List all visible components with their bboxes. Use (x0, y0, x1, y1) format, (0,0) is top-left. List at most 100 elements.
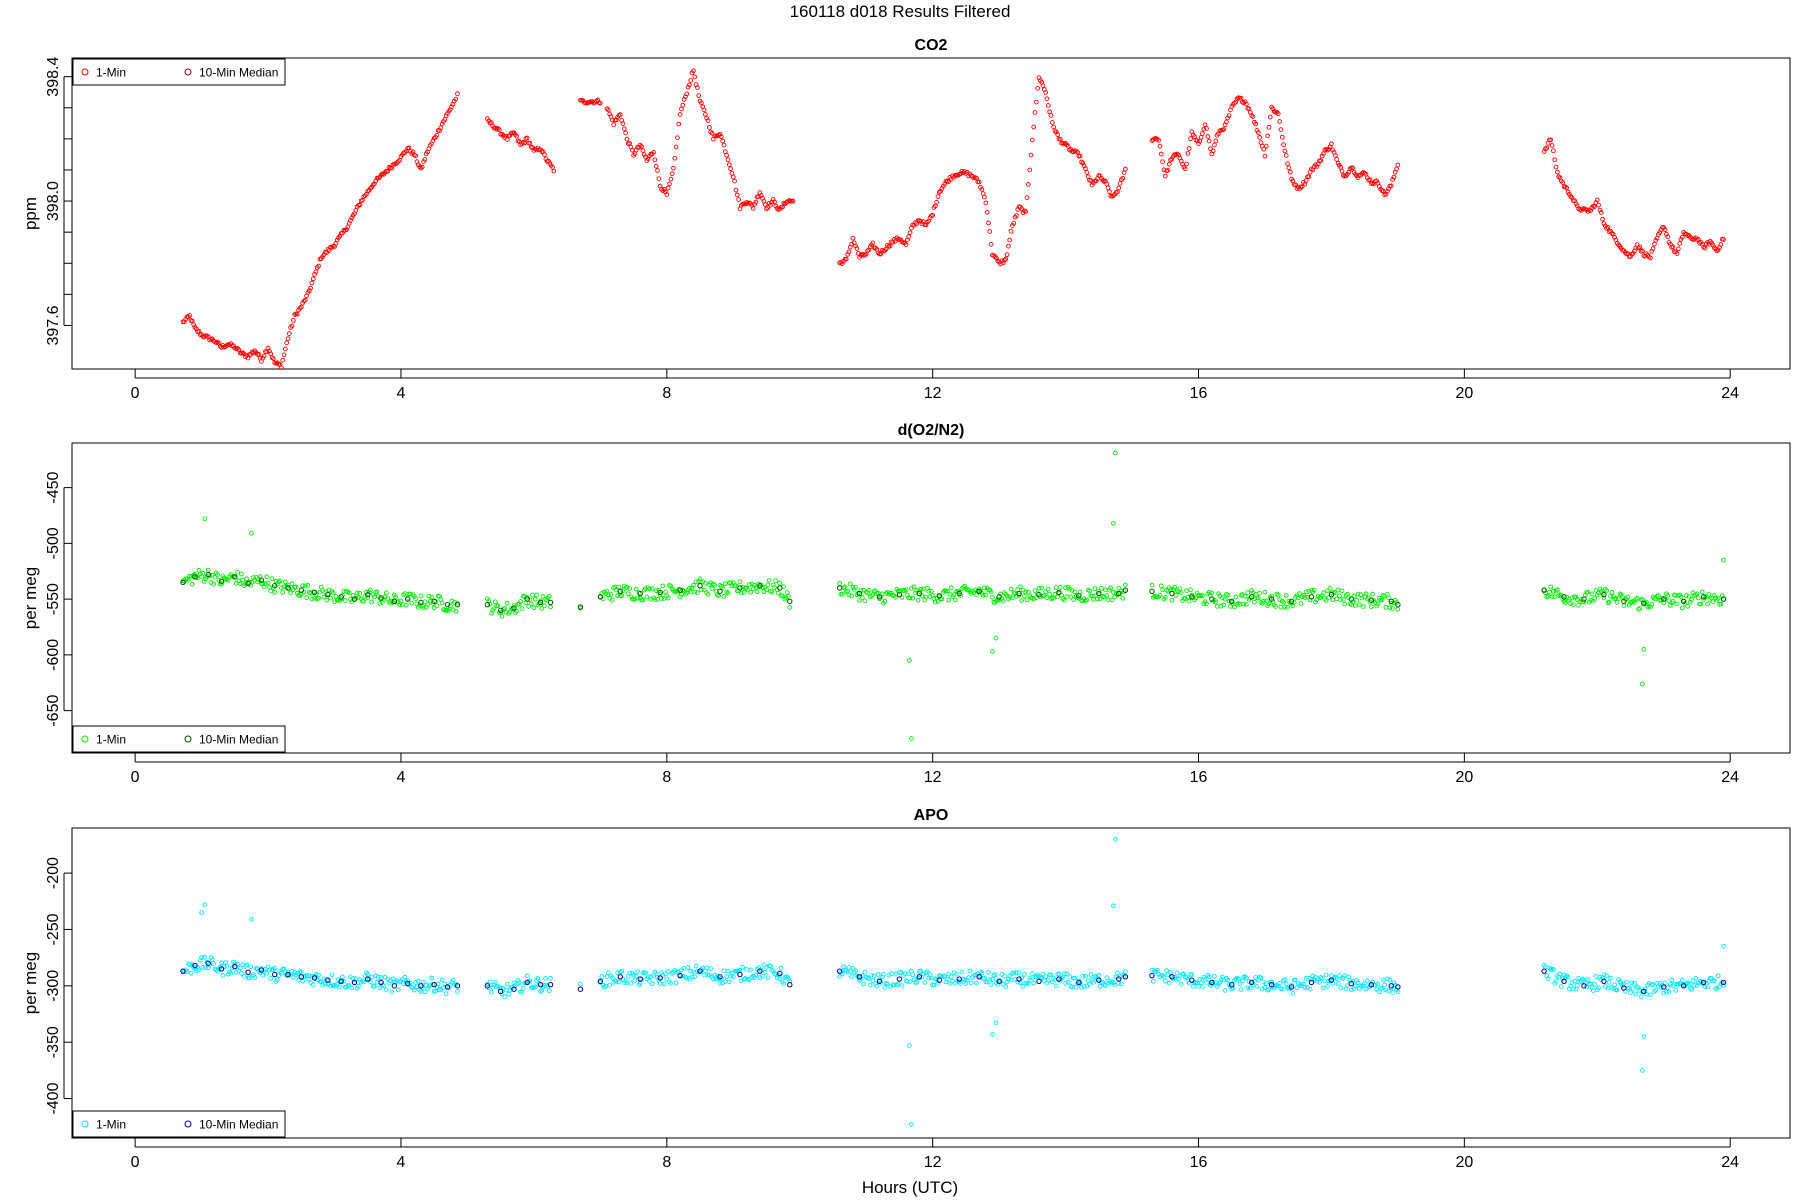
data-point (1039, 975, 1045, 981)
data-point (337, 984, 343, 990)
data-point (1209, 590, 1215, 596)
data-point (1711, 593, 1717, 598)
data-point (758, 967, 764, 973)
data-point (1572, 978, 1578, 984)
data-point (1018, 584, 1023, 590)
median-point (996, 594, 1002, 600)
legend-marker (81, 1120, 89, 1128)
outlier-point (202, 516, 208, 522)
data-point (1679, 977, 1685, 983)
data-point (1015, 979, 1021, 985)
data-point (255, 579, 260, 585)
data-point (240, 577, 246, 583)
data-point (1095, 596, 1100, 602)
median-point (657, 589, 663, 596)
median-point (1308, 594, 1315, 600)
data-point (302, 297, 308, 303)
data-point (526, 604, 531, 609)
data-point (786, 594, 791, 599)
data-point (725, 968, 731, 974)
data-point (244, 576, 250, 582)
data-point (1302, 595, 1308, 600)
data-point (1555, 169, 1560, 175)
data-point (762, 202, 768, 207)
data-point (687, 82, 692, 88)
data-point (898, 969, 904, 975)
data-point (1000, 598, 1006, 604)
median-point (737, 585, 743, 591)
data-point (1103, 587, 1108, 593)
data-point (1620, 594, 1625, 599)
data-point (923, 970, 929, 976)
data-point (1173, 592, 1179, 598)
median-point (1096, 977, 1102, 983)
data-point (1593, 974, 1599, 979)
data-point (1601, 221, 1607, 226)
data-point (1044, 96, 1050, 102)
data-point (365, 972, 371, 977)
data-point (1149, 582, 1155, 588)
data-point (1573, 594, 1579, 600)
data-point (688, 968, 694, 974)
data-point (1339, 168, 1345, 174)
median-point (737, 971, 743, 978)
data-point (402, 974, 408, 980)
data-point (1679, 605, 1685, 611)
data-point (430, 138, 436, 143)
data-point (455, 989, 460, 994)
data-point (1083, 973, 1088, 979)
data-point (673, 144, 679, 150)
data-point (300, 583, 305, 589)
median-point (697, 583, 703, 589)
data-point (934, 199, 939, 205)
data-point (524, 135, 530, 141)
data-point (987, 977, 993, 982)
outlier-point (1640, 681, 1645, 687)
data-point (1238, 987, 1244, 992)
median-point (1395, 984, 1401, 990)
data-point (213, 967, 219, 973)
data-point (209, 957, 215, 962)
data-point (684, 975, 690, 981)
data-point (1705, 601, 1710, 607)
data-point (188, 970, 194, 976)
data-point (914, 980, 920, 985)
data-point (1166, 980, 1172, 986)
data-point (1247, 595, 1253, 601)
data-point (395, 159, 401, 164)
data-point (762, 969, 768, 975)
data-point (675, 135, 680, 141)
data-point (1269, 979, 1274, 985)
data-point (504, 137, 510, 142)
data-point (611, 122, 617, 128)
data-point (1045, 977, 1051, 983)
data-point (987, 229, 993, 234)
data-point (1581, 599, 1587, 605)
data-point (1076, 595, 1082, 601)
data-point (1254, 984, 1260, 989)
data-point (1245, 590, 1251, 596)
median-point (454, 983, 461, 989)
data-point (637, 142, 643, 148)
data-point (1077, 153, 1083, 159)
data-point (1355, 591, 1361, 597)
data-point (1633, 991, 1639, 997)
median-point (338, 978, 344, 985)
data-point (536, 981, 542, 986)
median-point (454, 601, 461, 608)
data-point (1286, 165, 1292, 171)
data-point (847, 968, 853, 974)
data-point (1178, 981, 1184, 987)
data-point (524, 973, 530, 979)
data-point (528, 601, 534, 607)
data-point (447, 603, 453, 609)
data-point (1153, 969, 1159, 974)
data-point (717, 131, 723, 137)
data-point (906, 234, 912, 239)
data-point (439, 977, 445, 983)
data-point (1157, 143, 1163, 149)
data-point (1658, 985, 1664, 990)
data-point (289, 581, 295, 587)
data-point (748, 967, 753, 973)
data-point (1317, 979, 1322, 985)
